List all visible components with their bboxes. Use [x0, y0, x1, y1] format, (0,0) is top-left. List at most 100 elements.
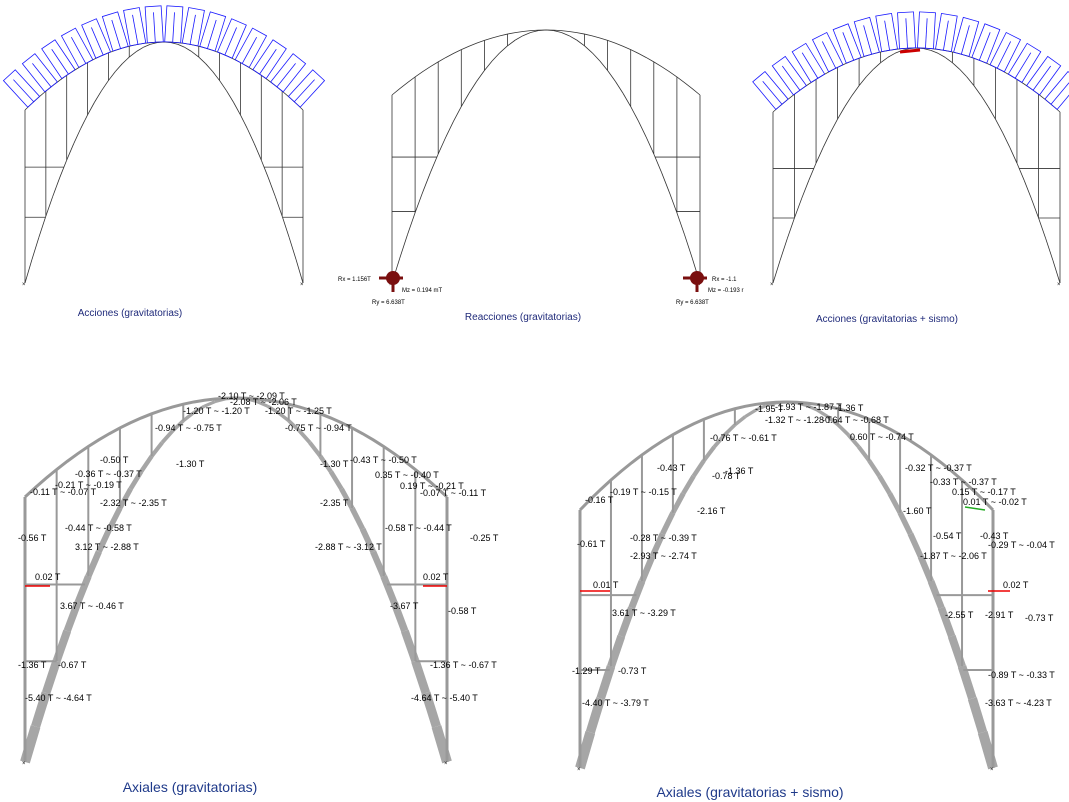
arch: [220, 81, 227, 91]
force-label: -2.16 T: [697, 506, 726, 516]
arch: [1017, 163, 1024, 180]
arch: [845, 96, 852, 107]
tension-mark: [965, 507, 985, 510]
force-label: -0.58 T: [448, 606, 477, 616]
force-label: 3.67 T ~ -0.46 T: [60, 601, 124, 611]
force-label: -2.93 T ~ -2.74 T: [630, 551, 697, 561]
arch: [685, 235, 693, 258]
force-label: -1.20 T ~ -1.20 T: [183, 406, 250, 416]
arch: [561, 33, 569, 36]
arch: [600, 61, 608, 70]
arch: [879, 476, 889, 493]
seismic-mark: [900, 50, 920, 52]
force-label: -2.32 T ~ -2.35 T: [100, 498, 167, 508]
support: ×: [1057, 282, 1061, 288]
force-label: -1.93 T ~ -1.87 T: [775, 402, 842, 412]
force-label: 0.01 T ~ -0.02 T: [963, 497, 1027, 507]
arch: [384, 576, 395, 602]
force-label: -0.28 T ~ -0.39 T: [630, 533, 697, 543]
arch: [484, 61, 492, 70]
force-label: -0.32 T ~ -0.37 T: [905, 463, 972, 473]
load-arrow: [802, 53, 818, 79]
arch: [95, 91, 102, 102]
arch: [81, 115, 88, 129]
force-label: -1.30 T: [320, 459, 349, 469]
load-arrow: [242, 37, 256, 63]
force-label: -2.88 T ~ -3.12 T: [315, 542, 382, 552]
arch: [469, 81, 477, 93]
load-arrow: [864, 25, 872, 54]
load-arrow: [763, 81, 782, 104]
arch: [615, 81, 623, 93]
arch: [508, 40, 516, 46]
arch: [890, 494, 900, 513]
arch: [960, 69, 967, 77]
load-block: [1045, 72, 1069, 110]
force-label: -0.89 T ~ -0.33 T: [988, 670, 1055, 680]
arch: [988, 107, 995, 119]
arch: [694, 461, 704, 477]
support: ×: [22, 761, 26, 767]
arch: [631, 107, 639, 122]
arch: [101, 81, 108, 91]
arch: [178, 44, 185, 47]
force-label: -1.36 T: [18, 660, 47, 670]
arch: [938, 53, 945, 57]
arch: [227, 91, 234, 102]
force-label: -1.36 T ~ -0.67 T: [430, 660, 497, 670]
load-arrow: [32, 63, 51, 86]
arch: [569, 36, 577, 40]
arch: [859, 447, 869, 461]
load-arrow: [843, 32, 854, 60]
arch: [952, 63, 959, 69]
force-label: -0.29 T ~ -0.04 T: [988, 540, 1055, 550]
arch: [199, 57, 206, 64]
arch: [477, 70, 485, 81]
arch: [446, 121, 454, 137]
caption: Acciones (gravitatorias): [78, 308, 182, 319]
arch: [669, 192, 677, 213]
arch: [74, 129, 81, 144]
arch: [852, 86, 859, 96]
load-arrow: [91, 27, 103, 55]
arch: [492, 53, 500, 61]
load-arrow: [1051, 81, 1069, 104]
force-label: -0.43 T ~ -0.50 T: [350, 455, 417, 465]
arch: [136, 47, 143, 51]
arch: [331, 472, 342, 489]
arch: [247, 129, 254, 144]
arch: [802, 180, 809, 198]
arch: [1053, 260, 1060, 283]
arch: [1046, 238, 1053, 260]
arch: [735, 417, 745, 425]
arch: [601, 666, 611, 698]
load-arrow: [294, 80, 314, 102]
force-label: -0.64 T ~ -0.68 T: [822, 415, 889, 425]
load-arrow: [13, 80, 33, 102]
arch: [515, 36, 523, 40]
arch: [523, 33, 531, 36]
caption: Reacciones (gravitatorias): [465, 312, 581, 323]
arch: [662, 172, 670, 192]
arch: [983, 732, 993, 768]
arch: [234, 102, 241, 115]
arch: [1003, 133, 1010, 148]
arch: [400, 235, 408, 258]
arch: [88, 552, 99, 577]
load-arrow: [190, 15, 195, 45]
arch: [213, 72, 220, 81]
force-label: -0.58 T ~ -0.44 T: [385, 523, 452, 533]
load-arrow: [112, 20, 121, 49]
arch: [1010, 147, 1017, 163]
arch: [192, 52, 199, 57]
arch: [859, 77, 866, 86]
force-label: -0.19 T ~ -0.15 T: [610, 487, 677, 497]
arch: [46, 196, 53, 216]
load-arrow: [782, 66, 800, 90]
arch: [415, 192, 423, 213]
arch: [254, 144, 261, 160]
force-label: -0.07 T ~ -0.11 T: [420, 488, 487, 498]
force-label: -1.95 T: [755, 404, 784, 414]
arch: [108, 72, 115, 81]
arch: [873, 63, 880, 69]
